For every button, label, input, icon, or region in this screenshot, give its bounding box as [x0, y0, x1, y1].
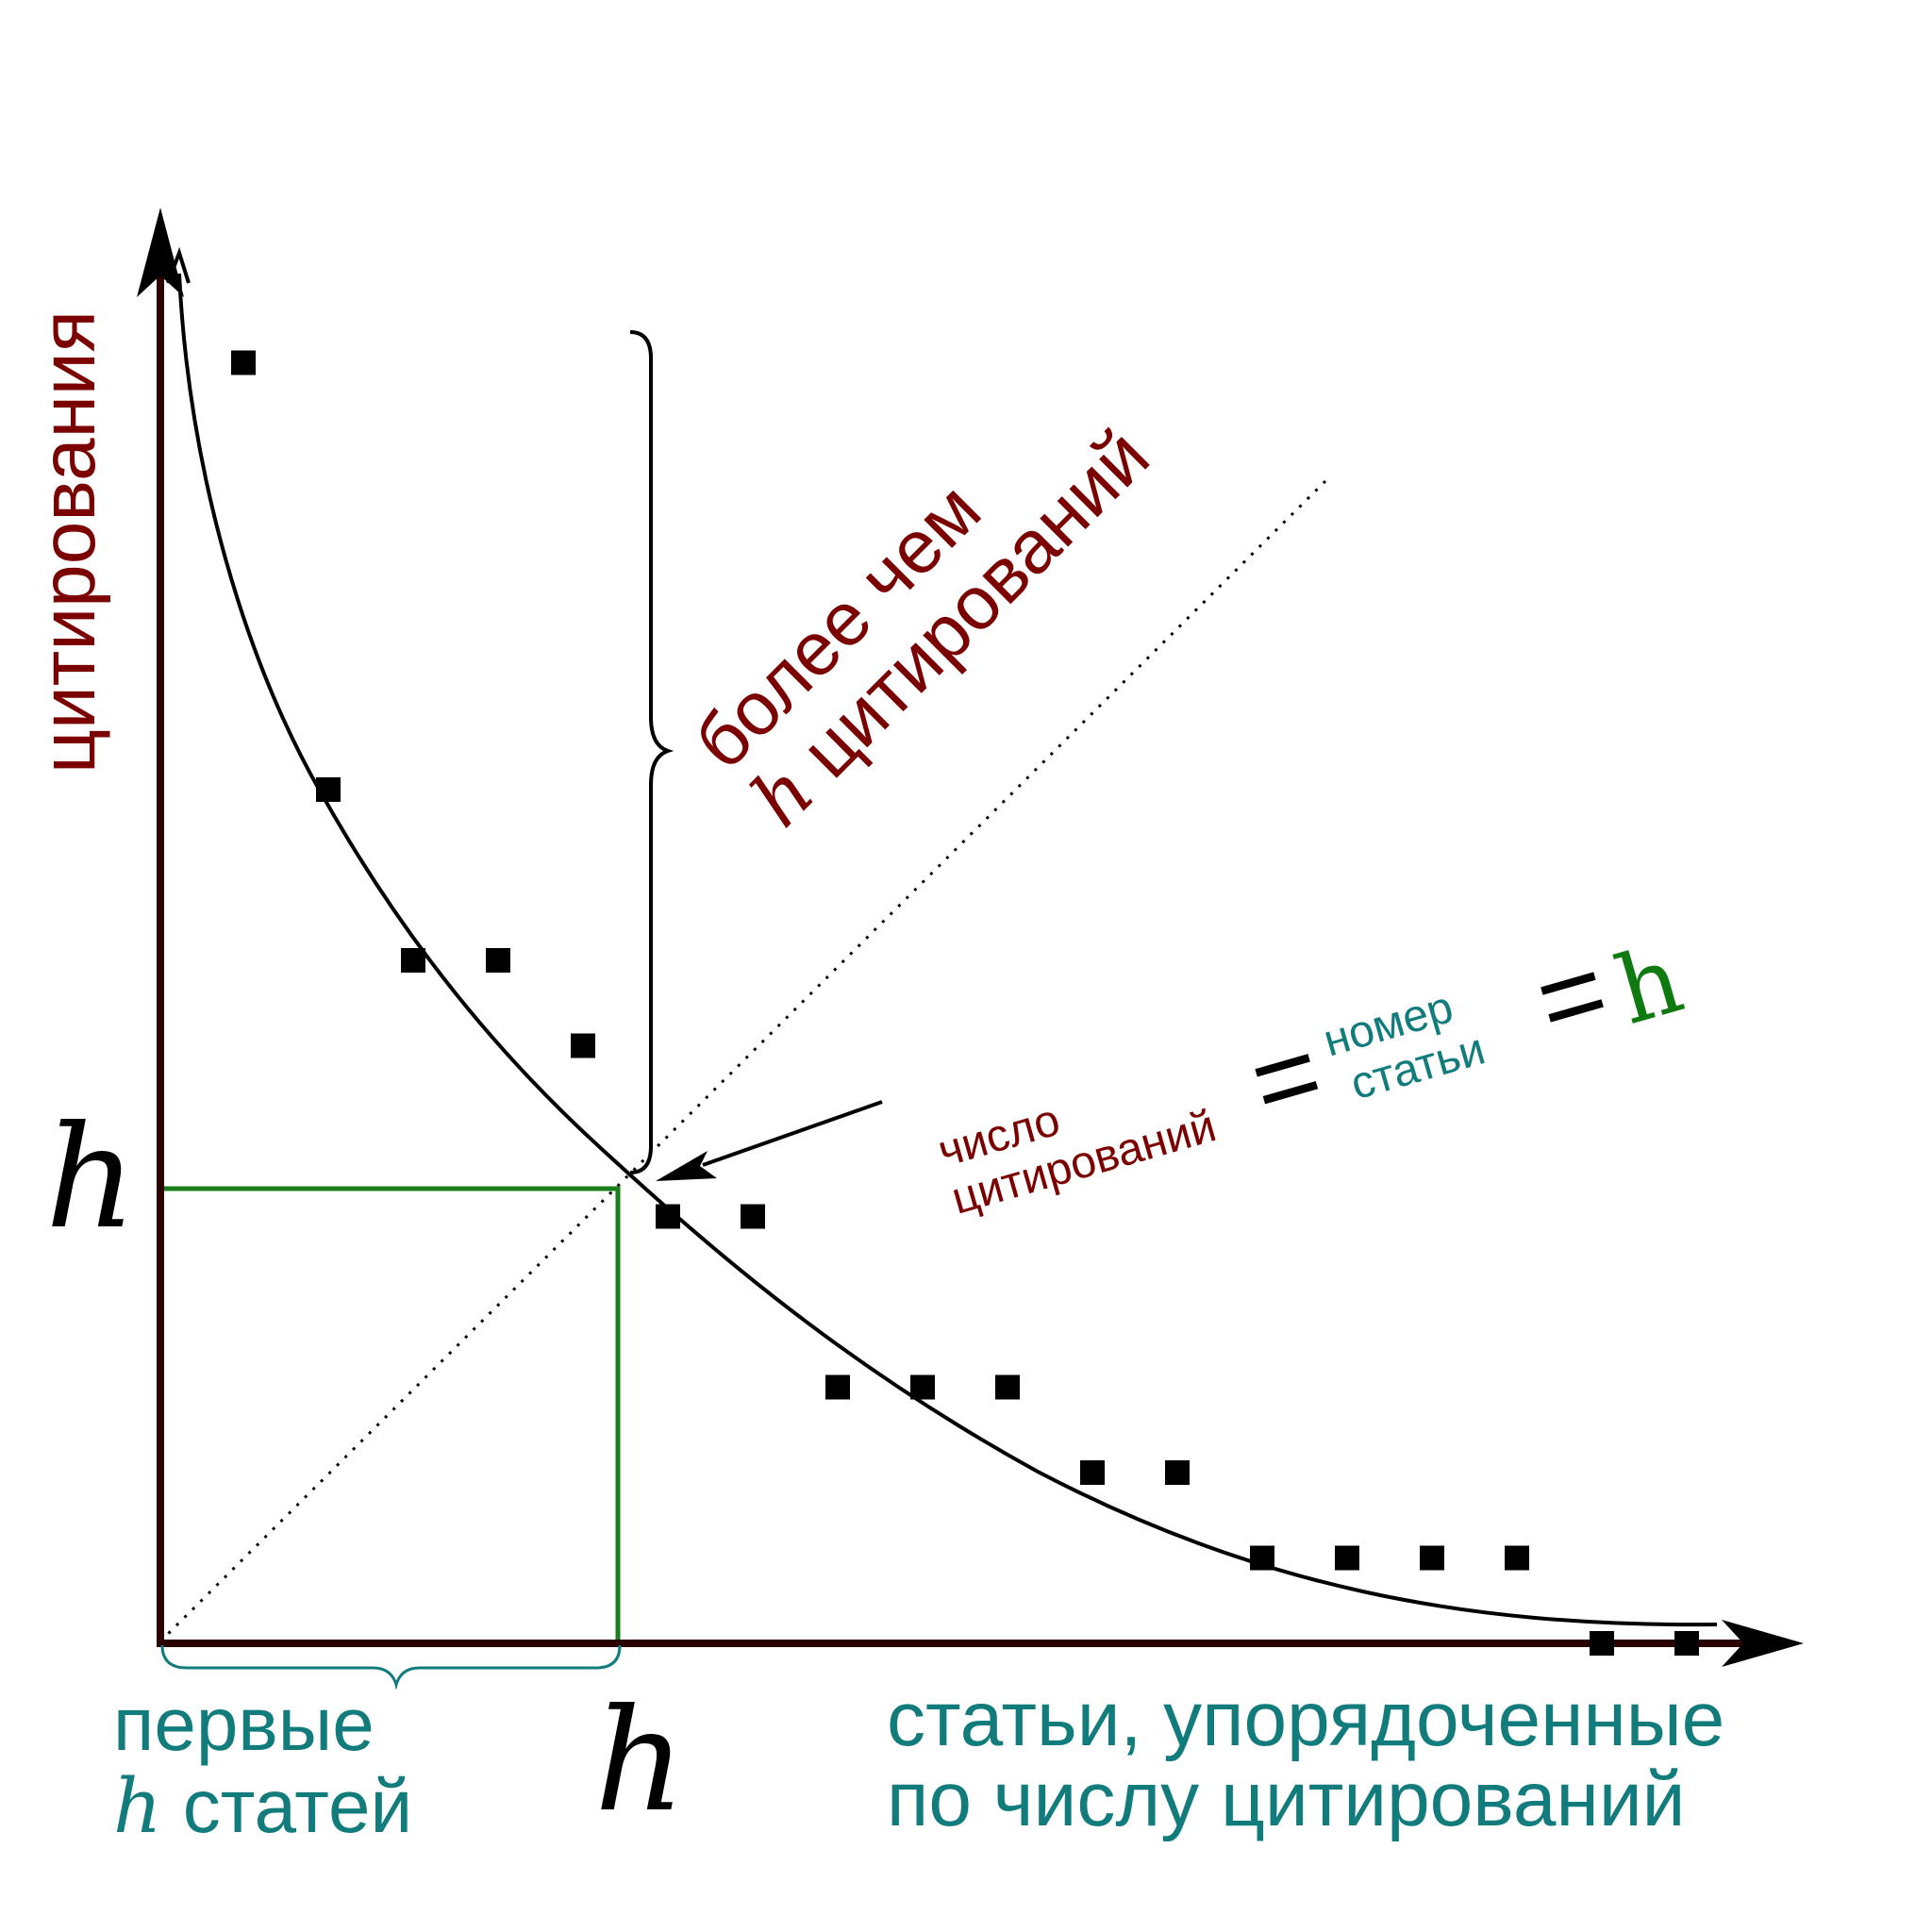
data-point-4 [486, 948, 510, 973]
y-axis-title: цитирования [25, 310, 111, 774]
x-axis-h-label: h [594, 1679, 686, 1843]
equation-h-value: h [1605, 924, 1693, 1046]
data-point-7 [741, 1204, 765, 1229]
more-than-h-label: более чем h цитирований [678, 413, 1165, 843]
first-h-papers-rest: статей [162, 1764, 413, 1848]
y-axis-arrowhead [137, 208, 184, 297]
data-point-1 [231, 350, 256, 375]
data-point-5 [571, 1033, 595, 1058]
data-point-8 [825, 1374, 850, 1400]
data-point-16 [1505, 1545, 1529, 1571]
more-than-h-brace [629, 330, 675, 1174]
x-axis-title-line2: по числу цитирований [887, 1757, 1685, 1842]
first-h-papers-h: h [113, 1762, 162, 1850]
data-point-10 [995, 1374, 1020, 1400]
first-h-papers-line1: первые [113, 1682, 375, 1766]
data-point-6 [656, 1204, 680, 1229]
equation-group: число цитирований = номер статьи = h [933, 924, 1694, 1224]
data-points [231, 350, 1699, 1656]
data-point-17 [1590, 1631, 1614, 1656]
citation-curve [177, 273, 1718, 1627]
data-point-9 [910, 1374, 935, 1400]
y-axis-h-label: h [45, 1096, 137, 1260]
data-point-12 [1165, 1460, 1190, 1485]
x-axis-arrowhead [1722, 1620, 1804, 1667]
first-h-brace [160, 1644, 622, 1690]
data-point-3 [401, 948, 425, 973]
x-axis-title-line1: статьи, упорядоченные [887, 1676, 1724, 1762]
data-point-18 [1674, 1631, 1699, 1656]
diagonal-line [158, 475, 1332, 1643]
data-point-14 [1335, 1545, 1359, 1571]
intersection-pointer-arrowhead [656, 1151, 717, 1181]
first-h-papers-line2: h статей [113, 1762, 412, 1850]
data-point-11 [1080, 1460, 1105, 1485]
data-point-13 [1250, 1545, 1274, 1571]
data-point-2 [316, 777, 341, 802]
data-point-15 [1420, 1545, 1444, 1571]
h-index-box [162, 1186, 621, 1640]
intersection-pointer-arrow [702, 1100, 883, 1167]
